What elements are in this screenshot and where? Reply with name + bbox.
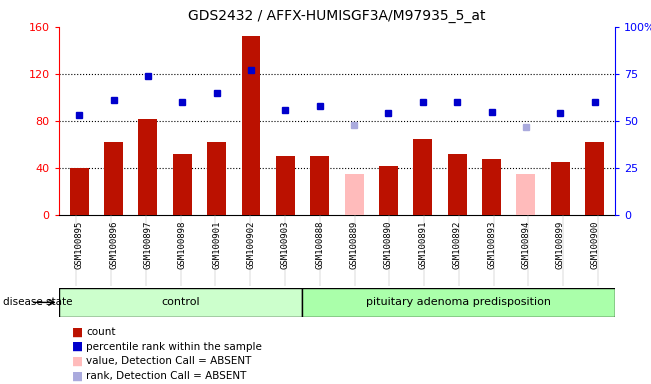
Text: GSM100896: GSM100896	[109, 221, 118, 269]
Text: GSM100891: GSM100891	[419, 221, 427, 269]
Bar	[585, 142, 604, 215]
Text: ■: ■	[72, 369, 83, 382]
Text: percentile rank within the sample: percentile rank within the sample	[86, 342, 262, 352]
Text: GSM100901: GSM100901	[212, 221, 221, 269]
Text: GSM100899: GSM100899	[556, 221, 564, 269]
Title: GDS2432 / AFFX-HUMISGF3A/M97935_5_at: GDS2432 / AFFX-HUMISGF3A/M97935_5_at	[188, 9, 486, 23]
Bar	[344, 174, 363, 215]
Bar	[551, 162, 570, 215]
Bar	[104, 142, 123, 215]
Text: GSM100889: GSM100889	[350, 221, 359, 269]
Text: ■: ■	[72, 326, 83, 339]
Text: GSM100890: GSM100890	[384, 221, 393, 269]
Text: GSM100894: GSM100894	[521, 221, 531, 269]
Text: disease state: disease state	[3, 297, 73, 308]
Bar	[173, 154, 192, 215]
Text: GSM100897: GSM100897	[143, 221, 152, 269]
Bar	[276, 156, 295, 215]
Bar	[379, 166, 398, 215]
Bar	[207, 142, 226, 215]
Text: GSM100900: GSM100900	[590, 221, 599, 269]
Text: ■: ■	[72, 340, 83, 353]
Text: count: count	[86, 327, 115, 337]
Bar	[302, 288, 615, 317]
Text: GSM100903: GSM100903	[281, 221, 290, 269]
Text: pituitary adenoma predisposition: pituitary adenoma predisposition	[366, 297, 551, 308]
Bar	[139, 119, 158, 215]
Text: control: control	[161, 297, 200, 308]
Text: value, Detection Call = ABSENT: value, Detection Call = ABSENT	[86, 356, 251, 366]
Text: GSM100888: GSM100888	[315, 221, 324, 269]
Text: ■: ■	[72, 355, 83, 368]
Text: GSM100895: GSM100895	[75, 221, 84, 269]
Text: GSM100898: GSM100898	[178, 221, 187, 269]
Bar	[413, 139, 432, 215]
Bar	[311, 156, 329, 215]
Bar	[448, 154, 467, 215]
Text: rank, Detection Call = ABSENT: rank, Detection Call = ABSENT	[86, 371, 246, 381]
Bar	[59, 288, 302, 317]
Bar	[242, 36, 260, 215]
Bar	[516, 174, 535, 215]
Text: GSM100893: GSM100893	[487, 221, 496, 269]
Text: GSM100902: GSM100902	[247, 221, 255, 269]
Text: GSM100892: GSM100892	[452, 221, 462, 269]
Bar	[70, 168, 89, 215]
Bar	[482, 159, 501, 215]
